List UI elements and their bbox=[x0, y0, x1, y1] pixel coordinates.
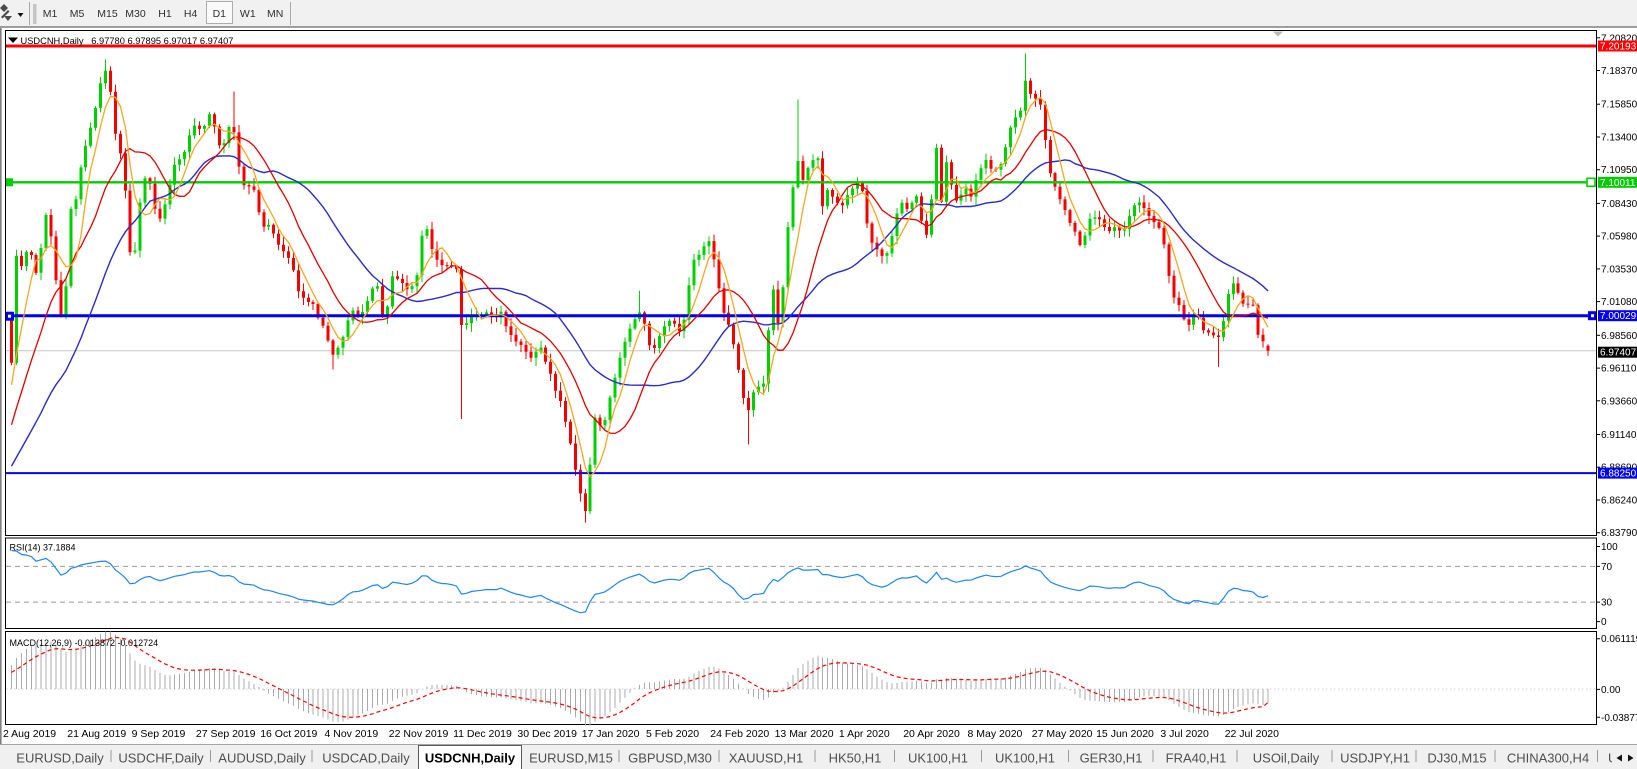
svg-text:USDCNH,Daily: USDCNH,Daily bbox=[425, 751, 516, 766]
svg-text:HK50,H1: HK50,H1 bbox=[829, 751, 882, 766]
svg-text:7.10950: 7.10950 bbox=[1601, 165, 1637, 176]
svg-text:17 Jan 2020: 17 Jan 2020 bbox=[582, 728, 640, 740]
svg-text:7.13400: 7.13400 bbox=[1601, 133, 1637, 144]
svg-text:GBPUSD,M30: GBPUSD,M30 bbox=[628, 751, 712, 766]
svg-text:6.93660: 6.93660 bbox=[1601, 396, 1637, 407]
svg-text:USDCHF,Daily: USDCHF,Daily bbox=[118, 751, 204, 766]
svg-text:3 Jul 2020: 3 Jul 2020 bbox=[1160, 728, 1209, 740]
svg-text:5 Feb 2020: 5 Feb 2020 bbox=[646, 728, 699, 740]
svg-text:24 Feb 2020: 24 Feb 2020 bbox=[710, 728, 769, 740]
svg-text:13 Mar 2020: 13 Mar 2020 bbox=[775, 728, 834, 740]
svg-text:7.05980: 7.05980 bbox=[1601, 232, 1637, 243]
svg-text:0.00: 0.00 bbox=[1601, 685, 1621, 696]
svg-text:7.10011: 7.10011 bbox=[1600, 178, 1636, 189]
svg-text:30: 30 bbox=[1601, 598, 1613, 609]
svg-text:7.08430: 7.08430 bbox=[1601, 199, 1637, 210]
svg-text:UK100,H1: UK100,H1 bbox=[908, 751, 968, 766]
svg-text:7.15850: 7.15850 bbox=[1601, 100, 1637, 111]
svg-text:D1: D1 bbox=[213, 8, 227, 20]
svg-text:USDCAD,Daily: USDCAD,Daily bbox=[322, 751, 410, 766]
svg-text:M1: M1 bbox=[43, 8, 58, 20]
svg-text:6.83790: 6.83790 bbox=[1601, 528, 1637, 539]
svg-text:RSI(14) 37.1884: RSI(14) 37.1884 bbox=[10, 543, 76, 553]
svg-text:6.88250: 6.88250 bbox=[1600, 469, 1637, 480]
svg-text:7.20820: 7.20820 bbox=[1601, 33, 1637, 44]
svg-text:27 May 2020: 27 May 2020 bbox=[1032, 728, 1093, 740]
svg-text:M30: M30 bbox=[125, 8, 146, 20]
svg-text:22 Jul 2020: 22 Jul 2020 bbox=[1225, 728, 1279, 740]
svg-text:6.97407: 6.97407 bbox=[1600, 348, 1637, 359]
svg-text:30 Dec 2019: 30 Dec 2019 bbox=[517, 728, 577, 740]
svg-text:9 Sep 2019: 9 Sep 2019 bbox=[132, 728, 186, 740]
svg-text:USDJPY,H1: USDJPY,H1 bbox=[1340, 751, 1410, 766]
svg-text:7.18370: 7.18370 bbox=[1601, 66, 1637, 77]
svg-text:0.061119: 0.061119 bbox=[1601, 634, 1637, 645]
svg-text:M15: M15 bbox=[97, 8, 118, 20]
svg-text:GER30,H1: GER30,H1 bbox=[1080, 751, 1143, 766]
svg-text:6.86240: 6.86240 bbox=[1601, 496, 1637, 507]
svg-text:21 Aug 2019: 21 Aug 2019 bbox=[67, 728, 126, 740]
svg-text:H1: H1 bbox=[158, 8, 172, 20]
svg-text:EURUSD,M15: EURUSD,M15 bbox=[529, 751, 613, 766]
svg-text:4 Nov 2019: 4 Nov 2019 bbox=[325, 728, 379, 740]
svg-text:22 Nov 2019: 22 Nov 2019 bbox=[389, 728, 449, 740]
svg-text:DJ30,M15: DJ30,M15 bbox=[1427, 751, 1486, 766]
svg-text:USDCNH,Daily 6.97780 6.97895: USDCNH,Daily 6.97780 6.97895 6.97017 6.9… bbox=[21, 36, 234, 46]
svg-text:USOil,Daily: USOil,Daily bbox=[1253, 751, 1320, 766]
svg-text:6.98560: 6.98560 bbox=[1601, 331, 1637, 342]
svg-text:20 Apr 2020: 20 Apr 2020 bbox=[903, 728, 960, 740]
svg-text:8 May 2020: 8 May 2020 bbox=[968, 728, 1023, 740]
svg-text:1 Apr 2020: 1 Apr 2020 bbox=[839, 728, 890, 740]
svg-text:27 Sep 2019: 27 Sep 2019 bbox=[196, 728, 256, 740]
svg-text:100: 100 bbox=[1601, 542, 1618, 553]
svg-text:AUDUSD,Daily: AUDUSD,Daily bbox=[218, 751, 306, 766]
svg-text:6.91140: 6.91140 bbox=[1601, 430, 1637, 441]
svg-text:0: 0 bbox=[1601, 617, 1607, 628]
svg-text:-0.03877: -0.03877 bbox=[1601, 713, 1637, 724]
svg-text:MN: MN bbox=[267, 8, 283, 20]
svg-text:CHINA300,H4: CHINA300,H4 bbox=[1507, 751, 1589, 766]
svg-text:6.96110: 6.96110 bbox=[1601, 364, 1637, 375]
svg-text:15 Jun 2020: 15 Jun 2020 bbox=[1096, 728, 1154, 740]
svg-text:11 Dec 2019: 11 Dec 2019 bbox=[453, 728, 512, 740]
svg-text:W1: W1 bbox=[240, 8, 256, 20]
svg-text:H4: H4 bbox=[184, 8, 198, 20]
svg-text:M5: M5 bbox=[70, 8, 85, 20]
svg-text:MACD(12,26,9) -0.013872 -0.012: MACD(12,26,9) -0.013872 -0.012724 bbox=[10, 638, 159, 648]
svg-text:70: 70 bbox=[1601, 562, 1613, 573]
svg-text:7.20193: 7.20193 bbox=[1600, 42, 1637, 53]
svg-text:16 Oct 2019: 16 Oct 2019 bbox=[260, 728, 317, 740]
svg-text:EURUSD,Daily: EURUSD,Daily bbox=[16, 751, 104, 766]
svg-text:XAUUSD,H1: XAUUSD,H1 bbox=[729, 751, 803, 766]
svg-text:7.03530: 7.03530 bbox=[1601, 264, 1637, 275]
svg-text:UK100,H1: UK100,H1 bbox=[995, 751, 1055, 766]
svg-text:FRA40,H1: FRA40,H1 bbox=[1166, 751, 1227, 766]
svg-text:7.00029: 7.00029 bbox=[1600, 311, 1637, 322]
svg-text:2 Aug 2019: 2 Aug 2019 bbox=[3, 728, 56, 740]
svg-text:7.01080: 7.01080 bbox=[1601, 297, 1637, 308]
